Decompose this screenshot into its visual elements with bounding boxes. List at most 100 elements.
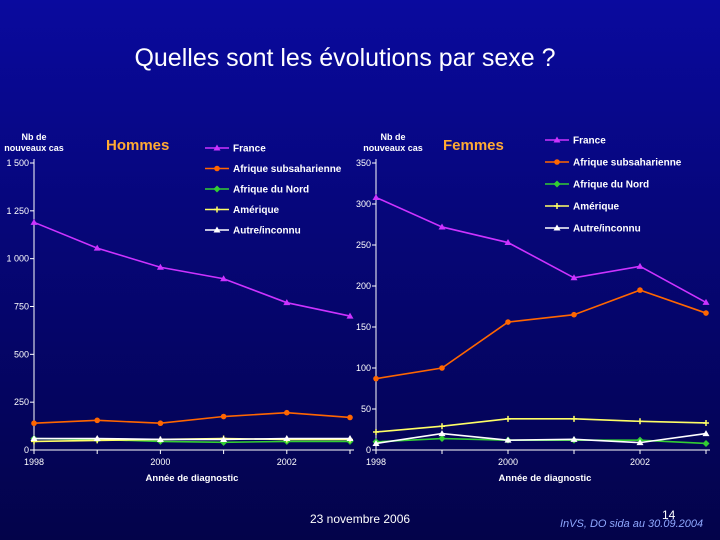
c1-series-2-point — [438, 435, 446, 443]
c0-series-0-point — [156, 263, 164, 270]
c1-series-0-point — [372, 193, 380, 200]
c0-series-line-1 — [33, 411, 351, 425]
c1-series-line-4 — [375, 432, 707, 445]
c0-series-1-point — [284, 409, 290, 416]
c1-series-1-point — [373, 375, 379, 382]
c1-series-3-point — [505, 415, 511, 422]
c1-series-line-1 — [375, 289, 707, 380]
c1-y-tick-label: 300 — [356, 199, 371, 209]
chart-femmes: 0 50 100 150 200 250 300 350 1998 2000 2002 Nb de no… — [356, 132, 710, 484]
c1-chart-title: Femmes — [443, 137, 504, 154]
c1-y-tick-label: 200 — [356, 281, 371, 291]
c0-series-4-point — [283, 435, 291, 442]
c1-x-tick-label: 1998 — [366, 457, 386, 467]
c1-series-1-point — [571, 311, 577, 318]
c0-series-line-4 — [34, 437, 350, 441]
c0-series-0-point — [93, 244, 101, 251]
c1-y-axis-label: Nb de nouveaux cas — [363, 132, 423, 153]
c1-legend-marker-1 — [554, 159, 560, 165]
c0-x-tick-label: 1998 — [24, 457, 44, 467]
c1-series-4-point — [504, 436, 512, 443]
c1-series-1-point — [703, 310, 709, 316]
c1-y-tick-label: 100 — [356, 363, 371, 373]
chart-hommes: 0 250 500 750 1 000 1 250 1 500 1998 2000 2002 Nb … — [4, 132, 354, 484]
c1-series-3-point — [373, 428, 379, 435]
c0-legend-label-4: Autre/inconnu — [233, 226, 301, 237]
c1-y-tick-label: 250 — [356, 240, 371, 250]
c1-y-tick-label: 150 — [356, 322, 371, 332]
c0-series-0-point — [30, 218, 38, 225]
c1-legend-label-3: Amérique — [573, 202, 620, 213]
c0-legend-label-3: Amérique — [233, 205, 280, 216]
footer-source: InVS, DO sida au 30.09.2004 — [560, 518, 704, 530]
c0-y-tick-label: 250 — [14, 397, 29, 407]
c0-y-tick-label: 1 250 — [6, 206, 29, 216]
c0-series-1-point — [157, 420, 164, 427]
c1-series-4-point — [636, 439, 644, 446]
c0-series-4-point — [220, 435, 228, 442]
c0-series-1-point — [94, 417, 100, 424]
c1-legend-label-0: France — [573, 136, 606, 147]
c0-y-tick-label: 750 — [14, 302, 29, 312]
c0-legend-marker-1 — [214, 165, 220, 172]
c1-series-3-point — [439, 423, 445, 430]
c1-legend-marker-2 — [553, 180, 561, 188]
c1-series-4-point — [438, 430, 446, 437]
c0-series-1-point — [220, 413, 227, 420]
c1-series-line-3 — [375, 418, 707, 433]
footer-date: 23 novembre 2006 — [310, 512, 411, 526]
c0-y-tick-label: 500 — [14, 349, 29, 359]
c1-series-1-point — [505, 319, 511, 325]
c0-legend-label-0: France — [233, 144, 266, 155]
c1-series-0-point — [438, 223, 446, 230]
c1-series-3-point — [571, 415, 577, 422]
c1-x-axis-label: Année de diagnostic — [499, 473, 592, 484]
c0-x-tick-label: 2002 — [277, 457, 297, 467]
c0-series-line-0 — [33, 221, 351, 317]
c1-series-0-point — [570, 274, 578, 281]
c1-legend-label-2: Afrique du Nord — [573, 180, 649, 191]
c0-series-4-point — [93, 435, 101, 442]
c1-series-1-point — [439, 365, 445, 371]
c0-legend-marker-4 — [213, 226, 221, 233]
c1-series-line-0 — [375, 196, 707, 304]
c1-series-3-point — [703, 419, 709, 426]
c1-series-4-point — [372, 439, 380, 446]
c0-series-4-point — [30, 435, 38, 442]
c1-series-0-point — [504, 239, 512, 246]
c1-legend-label-1: Afrique subsaharienne — [573, 158, 682, 169]
c0-series-0-point — [220, 275, 228, 282]
c1-x-tick-label: 2000 — [498, 457, 518, 467]
c0-legend-label-2: Afrique du Nord — [233, 185, 309, 196]
c0-legend-marker-2 — [213, 185, 221, 193]
page-number: 14 — [662, 508, 676, 522]
c0-y-tick-label: 1 500 — [6, 158, 29, 168]
c0-series-4-point — [156, 435, 164, 442]
c0-series-4-point — [346, 435, 354, 442]
c0-y-tick-label: 1 000 — [6, 254, 29, 264]
c1-series-2-point — [702, 439, 710, 447]
c0-legend-label-1: Afrique subsaharienne — [233, 164, 342, 175]
c1-x-tick-label: 2002 — [630, 457, 650, 467]
c0-series-1-point — [31, 420, 37, 427]
c1-legend-marker-0 — [553, 136, 561, 143]
c1-y-tick-label: 0 — [366, 445, 371, 455]
c1-series-0-point — [702, 298, 710, 305]
c0-x-axis-label: Année de diagnostic — [146, 473, 239, 484]
c0-series-0-point — [346, 312, 354, 319]
c1-y-tick-label: 350 — [356, 158, 371, 168]
c0-series-1-point — [347, 414, 353, 421]
c1-series-4-point — [702, 430, 710, 437]
c1-legend-marker-4 — [553, 224, 561, 231]
c1-y-tick-label: 50 — [361, 404, 371, 414]
c1-legend-marker-3 — [554, 203, 560, 209]
c1-series-0-point — [636, 262, 644, 269]
c0-legend-marker-3 — [214, 206, 220, 213]
c0-y-tick-label: 0 — [24, 445, 29, 455]
c0-x-tick-label: 2000 — [150, 457, 170, 467]
c0-series-0-point — [283, 299, 291, 306]
c1-legend-label-4: Autre/inconnu — [573, 224, 641, 235]
c1-series-4-point — [570, 435, 578, 442]
slide-title: Quelles sont les évolutions par sexe ? — [134, 44, 556, 72]
c1-series-1-point — [637, 287, 643, 293]
